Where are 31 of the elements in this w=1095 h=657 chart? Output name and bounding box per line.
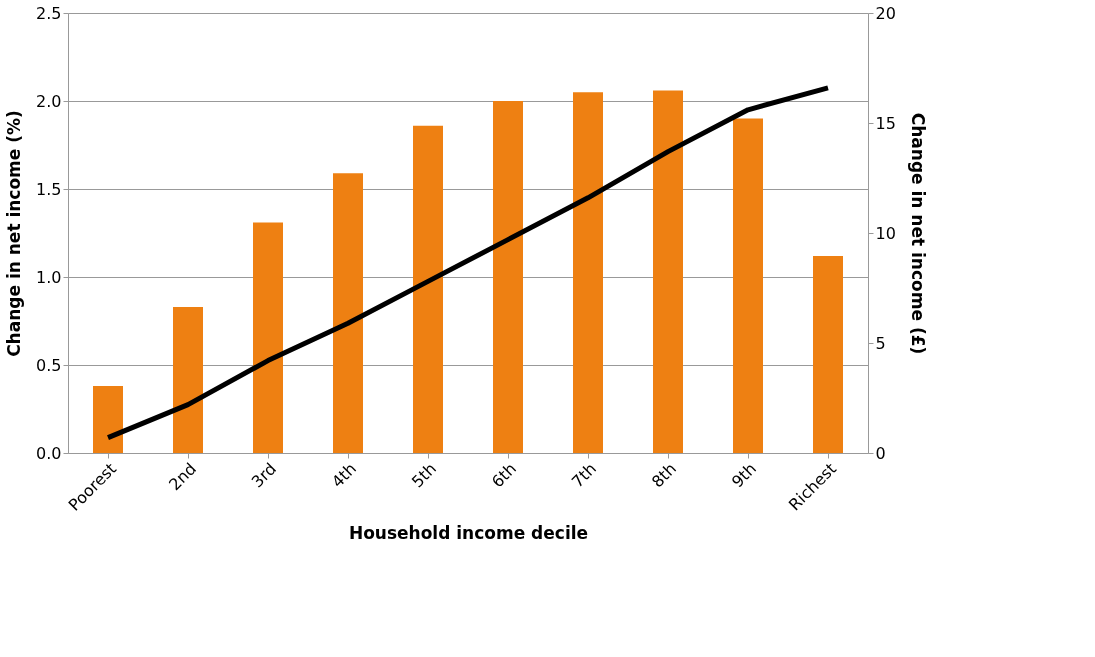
bar [253, 222, 283, 453]
x-axis-title: Household income decile [348, 522, 589, 543]
bar [413, 125, 443, 453]
y-tick-label: 0.5 [36, 355, 62, 375]
y-tick-label: 2.0 [36, 91, 62, 111]
bar [733, 118, 763, 453]
bar [93, 386, 123, 453]
y2-tick-label: 20 [875, 3, 896, 23]
x-tick-label: 5th [407, 459, 441, 492]
y2-tick-label: 5 [875, 333, 886, 353]
y-tick-label: 1.5 [36, 179, 62, 199]
y-tick-label: 0.0 [36, 443, 62, 463]
bar [573, 92, 603, 453]
bar [813, 255, 843, 453]
bar [493, 101, 523, 453]
bar [333, 173, 363, 453]
bar [653, 90, 683, 453]
x-tick-label: 8th [647, 459, 681, 492]
y2-tick-label: 0 [875, 443, 886, 463]
x-tick-label: 3rd [247, 459, 281, 492]
x-tick-label: 4th [327, 459, 361, 492]
bar [173, 306, 203, 453]
y-tick-label: 2.5 [36, 3, 62, 23]
x-tick-label: 9th [727, 459, 761, 492]
y2-tick-label: 10 [875, 223, 896, 243]
y-tick-label: 1.0 [36, 267, 62, 287]
y2-tick-label: 15 [875, 113, 896, 133]
x-tick-label: 6th [487, 459, 521, 492]
x-tick-label: 7th [567, 459, 601, 492]
y-axis-title: Change in net income (%) [4, 110, 25, 357]
y2-axis-title: Change in net income (£) [907, 112, 928, 355]
